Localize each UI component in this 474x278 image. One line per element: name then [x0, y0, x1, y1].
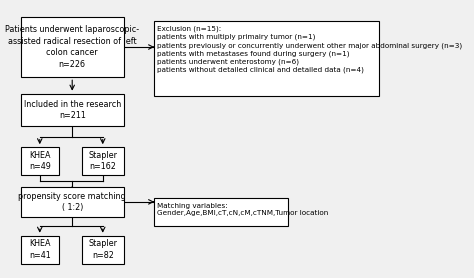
- Text: KHEA
n=41: KHEA n=41: [29, 239, 51, 260]
- Text: Exclusion (n=15):
patients with multiply primairy tumor (n=1)
patients previousl: Exclusion (n=15): patients with multiply…: [157, 26, 463, 73]
- Text: Included in the research
n=211: Included in the research n=211: [24, 100, 121, 120]
- Text: Patients underwent laparoscopic-
assisted radical resection of left
colon cancer: Patients underwent laparoscopic- assiste…: [5, 25, 139, 69]
- Text: Stapler
n=82: Stapler n=82: [88, 239, 117, 260]
- Text: Matching variables:
Gender,Age,BMI,cT,cN,cM,cTNM,Tumor location: Matching variables: Gender,Age,BMI,cT,cN…: [157, 203, 328, 216]
- Bar: [21, 236, 59, 264]
- Bar: [154, 21, 380, 96]
- Bar: [21, 147, 59, 175]
- Bar: [21, 17, 124, 77]
- Bar: [82, 236, 124, 264]
- Text: propensity score matching
( 1:2): propensity score matching ( 1:2): [18, 192, 126, 212]
- Bar: [154, 198, 288, 226]
- Text: Stapler
n=162: Stapler n=162: [88, 151, 117, 171]
- Bar: [21, 187, 124, 217]
- Bar: [21, 94, 124, 126]
- Text: KHEA
n=49: KHEA n=49: [29, 151, 51, 171]
- Bar: [82, 147, 124, 175]
